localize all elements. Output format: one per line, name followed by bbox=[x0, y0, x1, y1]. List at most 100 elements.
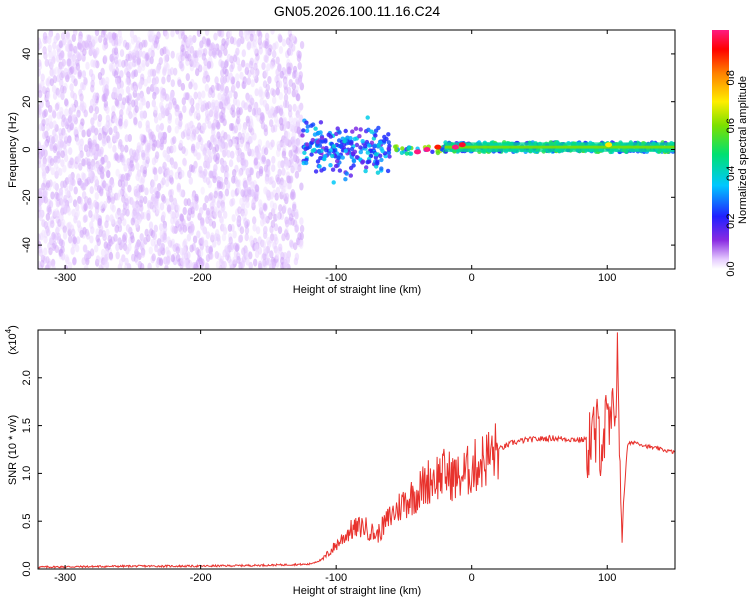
heatmap-cell bbox=[125, 42, 130, 51]
heatmap-cell bbox=[357, 134, 362, 139]
heatmap-cell bbox=[367, 143, 372, 148]
heatmap-cell bbox=[62, 231, 68, 240]
heatmap-cell bbox=[228, 236, 233, 245]
heatmap-cell bbox=[82, 244, 88, 253]
heatmap-cell bbox=[230, 197, 236, 206]
heatmap-cell bbox=[284, 100, 290, 109]
heatmap-cell bbox=[91, 125, 96, 134]
heatmap-cell bbox=[254, 184, 260, 193]
heatmap-cell bbox=[349, 141, 354, 146]
heatmap-cell bbox=[221, 38, 226, 47]
heatmap-cell bbox=[244, 233, 249, 242]
heatmap-cell bbox=[38, 106, 43, 115]
heatmap-cell bbox=[150, 238, 155, 247]
heatmap-cell bbox=[90, 45, 95, 54]
heatmap-cell bbox=[62, 205, 68, 214]
heatmap-cell bbox=[233, 242, 238, 251]
heatmap-cell bbox=[143, 39, 148, 48]
heatmap-cell bbox=[241, 49, 246, 58]
heatmap-cell bbox=[58, 191, 63, 200]
heatmap-cell bbox=[45, 264, 50, 269]
heatmap-cell bbox=[214, 99, 219, 108]
heatmap-cell bbox=[277, 168, 282, 177]
heatmap-cell bbox=[280, 256, 285, 265]
heatmap-cell bbox=[206, 60, 212, 69]
heatmap-cell bbox=[217, 196, 222, 204]
heatmap-cell bbox=[151, 99, 156, 108]
heatmap-cell bbox=[42, 159, 47, 168]
heatmap-cell bbox=[64, 108, 69, 117]
heatmap-cell bbox=[133, 69, 138, 78]
heatmap-cell bbox=[269, 191, 274, 200]
heatmap-cell bbox=[110, 180, 115, 189]
heatmap-cell bbox=[293, 242, 298, 251]
heatmap-cell bbox=[366, 127, 371, 132]
heatmap-cell bbox=[294, 252, 300, 261]
heatmap-cell bbox=[72, 256, 77, 265]
heatmap-cell bbox=[48, 247, 53, 256]
heatmap-cell bbox=[43, 149, 48, 158]
snr-series-line bbox=[38, 332, 675, 569]
heatmap-cell bbox=[94, 106, 100, 115]
x-tick-label: -100 bbox=[325, 572, 347, 584]
heatmap-cell bbox=[105, 106, 110, 114]
heatmap-cell bbox=[195, 126, 200, 135]
heatmap-cell bbox=[313, 169, 319, 174]
heatmap-cell bbox=[54, 103, 60, 111]
heatmap-cell bbox=[195, 141, 200, 150]
heatmap-cell bbox=[245, 132, 250, 141]
heatmap-cell bbox=[128, 163, 133, 172]
heatmap-cell bbox=[116, 218, 122, 227]
heatmap-cell bbox=[153, 40, 158, 49]
heatmap-cell bbox=[48, 50, 53, 59]
heatmap-cell bbox=[265, 91, 270, 100]
colorbar-tick-label: 0.2 bbox=[725, 214, 737, 229]
heatmap-cell bbox=[275, 251, 280, 259]
heatmap-cell bbox=[299, 224, 305, 233]
heatmap-cell bbox=[288, 149, 293, 158]
heatmap-cell bbox=[250, 181, 255, 190]
heatmap-cell bbox=[199, 40, 204, 49]
heatmap-cell bbox=[63, 98, 69, 107]
heatmap-cell bbox=[115, 77, 120, 86]
heatmap-cell bbox=[382, 134, 387, 140]
heatmap-cell bbox=[205, 74, 211, 83]
heatmap-cell bbox=[94, 244, 99, 253]
heatmap-cell bbox=[80, 82, 85, 90]
heatmap-cell bbox=[45, 123, 51, 132]
heatmap-cell bbox=[198, 257, 203, 265]
heatmap-cell bbox=[205, 262, 210, 269]
heatmap-cell bbox=[276, 149, 281, 157]
heatmap-cell bbox=[53, 161, 59, 170]
heatmap-cell bbox=[236, 255, 241, 264]
heatmap-cell bbox=[292, 103, 297, 112]
heatmap-cell bbox=[59, 78, 64, 87]
heatmap-cell bbox=[159, 202, 165, 211]
heatmap-cell bbox=[217, 92, 222, 101]
heatmap-cell bbox=[90, 162, 96, 171]
heatmap-cell bbox=[180, 53, 185, 62]
heatmap-cell bbox=[87, 34, 92, 43]
heatmap-cell bbox=[76, 52, 81, 61]
heatmap-cell bbox=[144, 187, 149, 196]
heatmap-cell bbox=[215, 260, 221, 269]
heatmap-cell bbox=[78, 42, 83, 51]
heatmap-cell bbox=[135, 250, 140, 259]
heatmap-cell bbox=[94, 205, 100, 214]
heatmap-cell bbox=[246, 167, 251, 176]
heatmap-cell bbox=[250, 30, 256, 35]
heatmap-cell bbox=[100, 30, 106, 38]
heatmap-cell bbox=[124, 134, 129, 143]
heatmap-cell bbox=[192, 50, 198, 59]
snr-panel: -300 -200 -100 0 100 0.0 0.5 1.0 1.5 2.0 Height … bbox=[4, 325, 676, 597]
heatmap-cell bbox=[128, 111, 133, 120]
heatmap-cell bbox=[88, 171, 94, 180]
heatmap-cell bbox=[170, 216, 175, 225]
heatmap-cell bbox=[251, 199, 256, 207]
heatmap-cell bbox=[104, 247, 110, 256]
heatmap-cell bbox=[172, 144, 177, 153]
heatmap-cell bbox=[259, 97, 264, 106]
x-tick-label: 100 bbox=[598, 272, 616, 284]
heatmap-cell bbox=[293, 124, 298, 133]
heatmap-cell bbox=[249, 235, 254, 244]
